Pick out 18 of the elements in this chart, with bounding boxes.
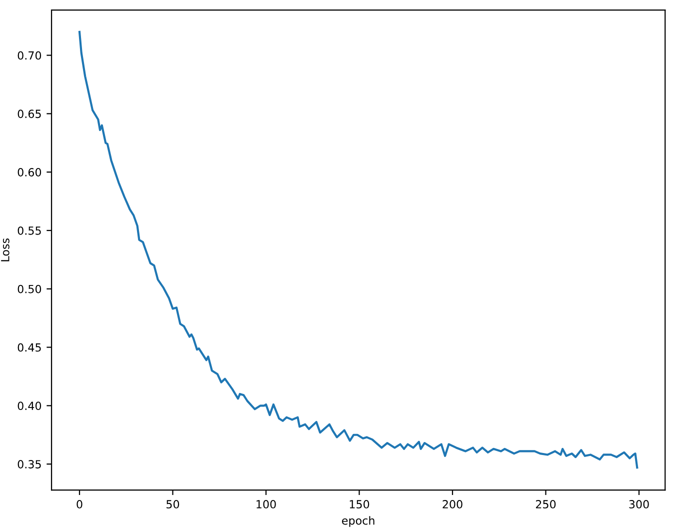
y-tick-label: 0.60 xyxy=(18,168,42,176)
y-tick-label: 0.40 xyxy=(18,402,42,410)
x-tick-label: 100 xyxy=(256,500,276,508)
x-tick-label: 0 xyxy=(76,500,82,508)
x-tick-label: 300 xyxy=(629,500,649,508)
x-tick-label: 150 xyxy=(350,500,370,508)
y-tick-label: 0.50 xyxy=(18,284,42,294)
y-tick-label: 0.45 xyxy=(18,343,41,352)
x-tick-label: 200 xyxy=(442,500,462,508)
x-axis-title: epoch xyxy=(342,516,374,527)
x-tick-label: 50 xyxy=(166,500,180,508)
y-axis-title: Loss xyxy=(1,238,10,262)
y-tick-label: 0.65 xyxy=(18,110,41,118)
y-tick-label: 0.55 xyxy=(18,226,41,235)
y-tick-label: 0.35 xyxy=(18,460,41,468)
x-tick-label: 250 xyxy=(536,500,556,508)
line-series xyxy=(78,30,638,469)
y-tick-label: 0.70 xyxy=(18,51,42,60)
